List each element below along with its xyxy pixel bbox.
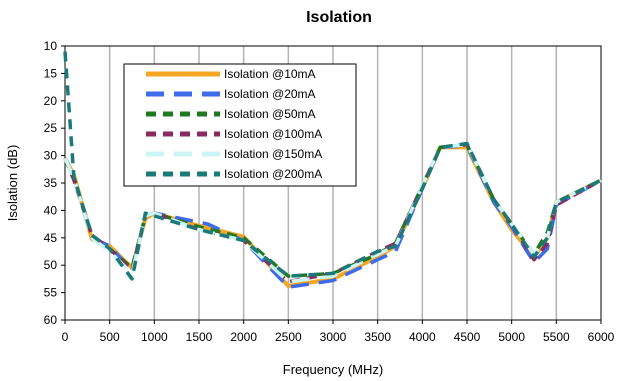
x-tick-label: 5000 <box>498 330 525 344</box>
x-tick-label: 3000 <box>320 330 347 344</box>
series-layer <box>63 51 602 289</box>
y-axis-label: Isolation (dB) <box>5 145 20 222</box>
x-tick-label: 4000 <box>409 330 436 344</box>
x-tick-label: 500 <box>100 330 120 344</box>
x-tick-label: 1000 <box>141 330 168 344</box>
legend-label-4: Isolation @100mA <box>224 127 322 141</box>
y-tick-label: 55 <box>44 286 58 300</box>
legend-label-1: Isolation @10mA <box>224 67 316 81</box>
x-tick-label: 2500 <box>275 330 302 344</box>
x-tick-label: 2000 <box>230 330 257 344</box>
legend-label-5: Isolation @150mA <box>224 147 322 161</box>
y-tick-label: 10 <box>44 39 58 53</box>
legend: Isolation @10mA Isolation @20mA Isolation … <box>123 63 357 187</box>
x-tick-label: 4500 <box>454 330 481 344</box>
y-tick-label: 35 <box>44 176 58 190</box>
x-tick-label: 3500 <box>364 330 391 344</box>
x-tick-label: 6000 <box>588 330 615 344</box>
y-tick-label: 15 <box>44 66 58 80</box>
legend-box <box>123 63 357 187</box>
y-tick-label: 40 <box>44 203 58 217</box>
x-tick-label: 0 <box>62 330 69 344</box>
x-axis-ticks: 0 500 1000 1500 2000 2500 3000 3500 4000 4500 5000… <box>62 320 615 344</box>
series-line-6 <box>63 51 602 281</box>
y-tick-label: 25 <box>44 121 58 135</box>
y-axis-ticks: 10 15 20 25 30 35 40 45 50 55 60 <box>44 39 65 327</box>
y-tick-label: 45 <box>44 231 58 245</box>
y-tick-label: 50 <box>44 258 58 272</box>
legend-label-3: Isolation @50mA <box>224 107 316 121</box>
legend-label-6: Isolation @200mA <box>224 167 322 181</box>
y-tick-label: 30 <box>44 149 58 163</box>
y-tick-label: 20 <box>44 94 58 108</box>
x-tick-label: 5500 <box>543 330 570 344</box>
legend-label-2: Isolation @20mA <box>224 87 316 101</box>
x-tick-label: 1500 <box>186 330 213 344</box>
x-axis-label: Frequency (MHz) <box>283 362 383 377</box>
y-tick-label: 60 <box>44 313 58 327</box>
chart-title: Isolation <box>306 9 372 26</box>
